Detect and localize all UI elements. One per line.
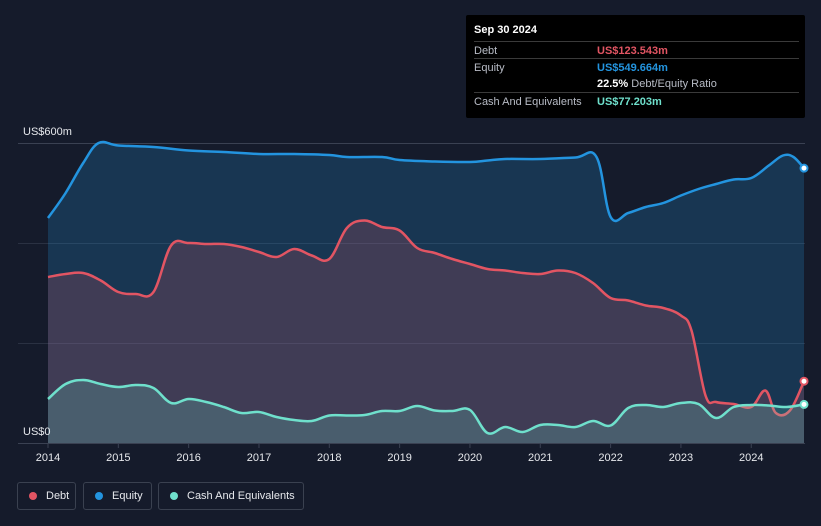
x-tick-2019: 2019 <box>387 452 411 464</box>
debt-line <box>47 219 806 417</box>
tooltip-ratio-label: Debt/Equity Ratio <box>631 78 717 90</box>
tooltip-ratio-value: 22.5% <box>597 78 629 90</box>
tooltip-date: Sep 30 2024 <box>474 24 537 36</box>
tooltip-panel: Sep 30 2024 Debt US$123.543m Equity US$5… <box>466 15 805 118</box>
legend-equity-label: Equity <box>112 490 143 502</box>
tooltip-cash-label: Cash And Equivalents <box>474 96 582 108</box>
equity-end-marker <box>799 163 809 173</box>
cash-and-equivalents-line <box>47 378 805 435</box>
x-tick-2017: 2017 <box>247 452 271 464</box>
tooltip-debt-label: Debt <box>474 45 498 57</box>
tooltip-row-cash: Cash And Equivalents US$77.203m <box>474 92 799 110</box>
legend-debt-label: Debt <box>46 490 70 502</box>
tooltip-ratio: 22.5% Debt/Equity Ratio <box>597 78 717 90</box>
tooltip-equity-label: Equity <box>474 62 505 74</box>
x-tick-2022: 2022 <box>598 452 622 464</box>
x-tick-2016: 2016 <box>176 452 200 464</box>
equity-dot-icon <box>95 492 103 500</box>
cash-and-equivalents-area <box>48 380 804 443</box>
x-tick-labels: 2014 2015 2016 2017 2018 2019 2020 2021 2022 2023… <box>36 443 763 464</box>
tooltip-row-equity: Equity US$549.664m <box>474 58 799 76</box>
series-layer <box>46 140 809 443</box>
x-tick-2014: 2014 <box>36 452 60 464</box>
tooltip-debt-value: US$123.543m <box>597 45 668 57</box>
y-tick-top: US$600m <box>23 126 72 138</box>
legend-cash-label: Cash And Equivalents <box>187 490 295 502</box>
x-tick-2024: 2024 <box>739 452 763 464</box>
tooltip-equity-value: US$549.664m <box>597 62 668 74</box>
x-tick-2015: 2015 <box>106 452 130 464</box>
legend-item-debt[interactable]: Debt <box>17 482 76 510</box>
x-tick-2021: 2021 <box>528 452 552 464</box>
legend-item-equity[interactable]: Equity <box>83 482 152 510</box>
cash-dot-icon <box>170 492 178 500</box>
tooltip-cash-value: US$77.203m <box>597 96 662 108</box>
y-tick-bottom: US$0 <box>23 426 51 438</box>
debt-dot-icon <box>29 492 37 500</box>
debt-end-marker <box>799 376 809 386</box>
x-tick-2020: 2020 <box>458 452 482 464</box>
legend-item-cash[interactable]: Cash And Equivalents <box>158 482 304 510</box>
equity-line <box>46 140 805 223</box>
x-tick-2023: 2023 <box>669 452 693 464</box>
debt-area <box>48 220 804 443</box>
tooltip-row-debt: Debt US$123.543m <box>474 41 799 59</box>
cash-and-equivalents-end-marker <box>799 399 809 409</box>
tooltip-row-ratio: 22.5% Debt/Equity Ratio <box>474 75 799 92</box>
x-tick-2018: 2018 <box>317 452 341 464</box>
equity-area <box>48 141 804 443</box>
